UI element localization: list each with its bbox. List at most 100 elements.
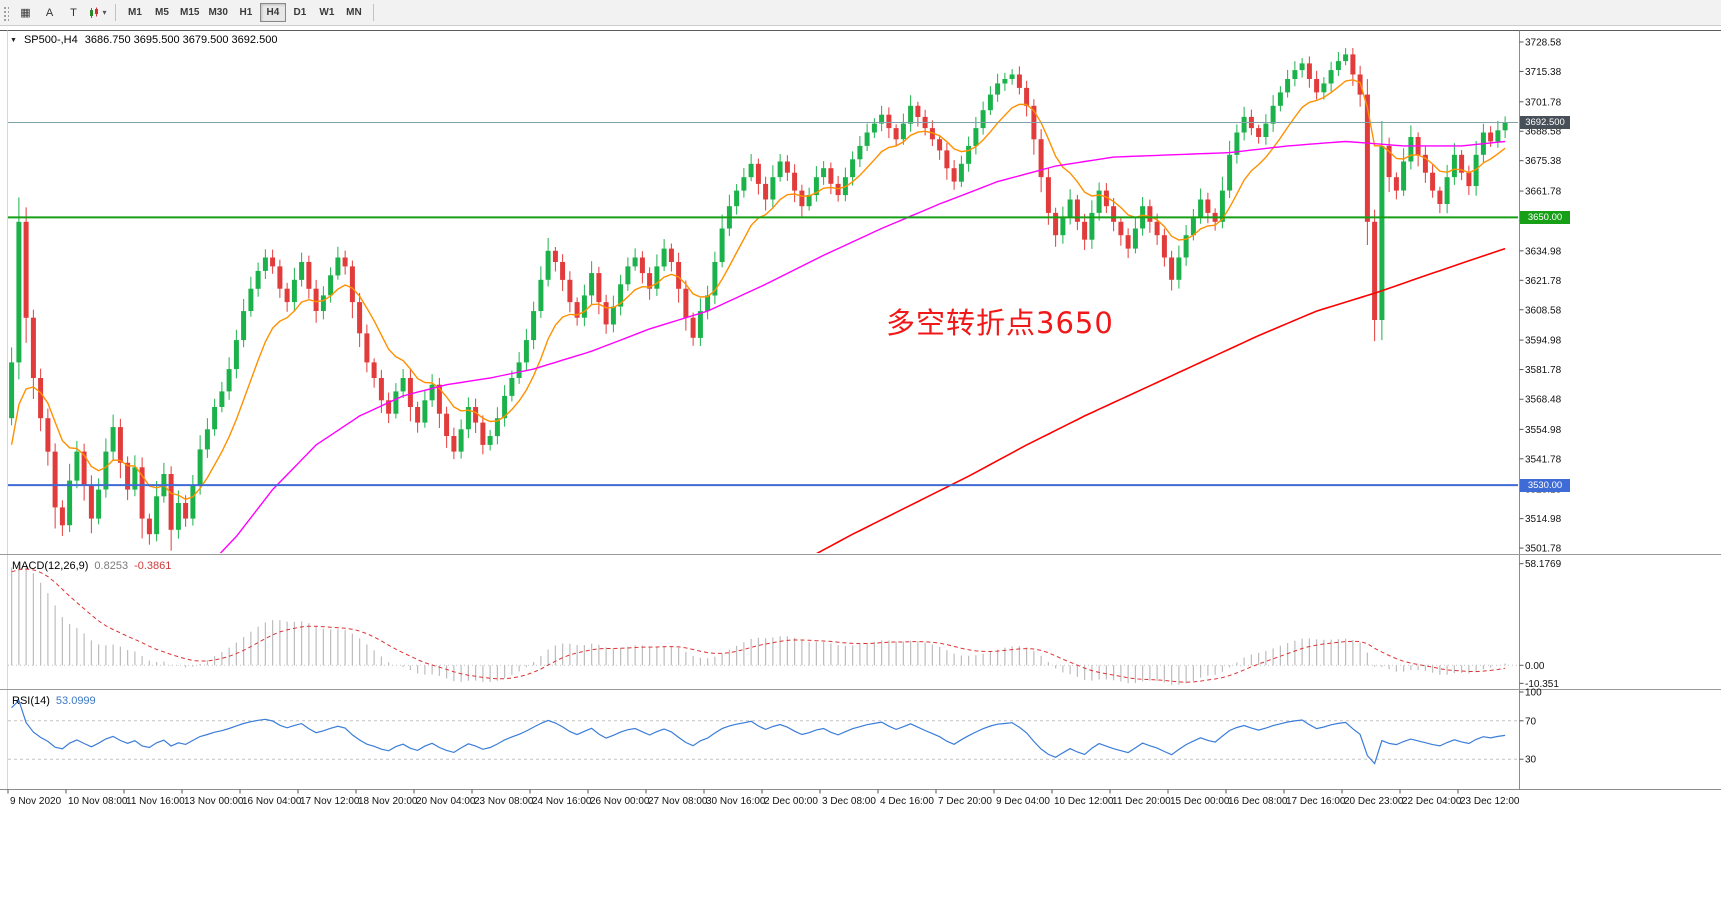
- candle-body: [146, 518, 152, 535]
- candle-body: [864, 132, 870, 146]
- candle-body: [67, 480, 73, 526]
- toolbar-separator-2: [372, 4, 374, 21]
- candle-body: [74, 451, 80, 481]
- candle-body: [110, 427, 116, 452]
- indicators-dropdown-button[interactable]: ▾: [86, 3, 109, 23]
- candle-body: [531, 311, 537, 341]
- main-plot-area[interactable]: [8, 31, 1518, 553]
- candle-body: [951, 168, 957, 182]
- candle-body: [59, 507, 65, 526]
- candle-body: [538, 279, 544, 311]
- chart-annotation-text[interactable]: 多空转折点3650: [886, 306, 1114, 340]
- candle-body: [30, 317, 36, 378]
- time-tick-label: 13 Nov 00:00: [184, 796, 244, 807]
- timeframe-button-mn[interactable]: MN: [341, 3, 367, 22]
- candle-body: [545, 250, 551, 280]
- candle-body: [1488, 132, 1494, 142]
- candle-body: [1437, 190, 1443, 204]
- candle-body: [349, 266, 355, 303]
- candle-body: [995, 83, 1001, 95]
- text-tool-button[interactable]: T: [62, 3, 85, 23]
- timeframe-button-h4[interactable]: H4: [259, 3, 286, 22]
- toolbar-drag-handle[interactable]: [3, 4, 9, 21]
- time-tick-label: 4 Dec 16:00: [880, 796, 934, 807]
- candle-body: [212, 407, 218, 430]
- candle-body: [1154, 221, 1160, 236]
- candle-body: [190, 485, 196, 519]
- candle-body: [966, 145, 972, 164]
- candle-body: [139, 467, 145, 519]
- timeframe-button-d1[interactable]: D1: [287, 3, 313, 22]
- candle-body: [175, 503, 181, 530]
- candle-body: [277, 266, 283, 289]
- time-tick-label: 18 Nov 20:00: [358, 796, 418, 807]
- timeframe-button-m1[interactable]: M1: [122, 3, 148, 22]
- candle-body: [589, 273, 595, 296]
- candle-body: [320, 295, 326, 311]
- timeframe-button-w1[interactable]: W1: [314, 3, 340, 22]
- timeframe-button-m5[interactable]: M5: [149, 3, 175, 22]
- time-tick-label: 15 Dec 00:00: [1170, 796, 1230, 807]
- candle-body: [1074, 199, 1080, 222]
- time-tick-label: 9 Nov 2020: [10, 796, 62, 807]
- candle-body: [233, 340, 239, 370]
- chart-symbol-period: SP500-,H4: [23, 34, 78, 46]
- candle-body: [1103, 190, 1109, 207]
- candle-body: [422, 400, 428, 423]
- candle-body: [386, 400, 392, 414]
- chart-canvas[interactable]: 3728.58 3715.38 3701.78 3688.58 3675.38 3661.…: [0, 26, 1721, 897]
- candle-body: [900, 123, 906, 140]
- timeframe-group: M1 M5 M15 M30 H1 H4 D1 W1 MN: [122, 3, 367, 22]
- time-tick-label: 2 Dec 00:00: [764, 796, 818, 807]
- candle-body: [117, 427, 123, 463]
- candle-body: [154, 496, 160, 535]
- time-tick-label: 27 Nov 08:00: [648, 796, 708, 807]
- time-tick-label: 10 Nov 08:00: [68, 796, 128, 807]
- candle-body: [1053, 212, 1059, 236]
- rsi-tick-label: 70: [1525, 716, 1537, 727]
- time-tick-label: 23 Dec 12:00: [1460, 796, 1520, 807]
- price-tick-label: 3501.78: [1525, 544, 1562, 555]
- timeframe-button-m15[interactable]: M15: [176, 3, 203, 22]
- collapse-triangle-icon[interactable]: ▼: [10, 36, 17, 44]
- chart-ohlc-values: 3686.750 3695.500 3679.500 3692.500: [84, 34, 278, 46]
- candle-body: [734, 190, 740, 207]
- candle-body: [1473, 154, 1479, 186]
- candle-body: [1256, 128, 1262, 137]
- candle-body: [879, 114, 885, 124]
- candle-body: [284, 288, 290, 303]
- candle-body: [1459, 154, 1465, 173]
- candle-body: [618, 284, 624, 307]
- price-tick-label: 3581.78: [1525, 365, 1562, 376]
- candle-body: [1343, 54, 1349, 62]
- candle-body: [1386, 145, 1392, 178]
- candle-body: [523, 340, 529, 363]
- candle-body: [574, 302, 580, 318]
- candle-body: [690, 317, 696, 338]
- cursor-tool-button[interactable]: A: [38, 3, 61, 23]
- time-tick-label: 26 Nov 00:00: [590, 796, 650, 807]
- candle-body: [1009, 74, 1015, 79]
- price-tick-label: 3661.78: [1525, 187, 1562, 198]
- price-axis-ticks: 3728.58 3715.38 3701.78 3688.58 3675.38 3661.…: [1519, 38, 1562, 555]
- price-axis-area[interactable]: [1519, 30, 1721, 790]
- candle-body: [813, 177, 819, 196]
- timeframe-button-h1[interactable]: H1: [233, 3, 259, 22]
- candle-body: [52, 451, 58, 508]
- candlestick-icon: [90, 7, 99, 18]
- rsi-tick-label: 100: [1525, 688, 1542, 699]
- time-axis-area[interactable]: [0, 789, 1721, 816]
- candle-body: [45, 418, 51, 452]
- chart-grid-button[interactable]: ▦: [14, 3, 37, 23]
- candle-body: [9, 362, 15, 419]
- time-tick-label: 17 Dec 16:00: [1286, 796, 1346, 807]
- candle-body: [168, 474, 174, 530]
- candle-body: [400, 378, 406, 392]
- candle-body: [893, 128, 899, 140]
- candle-body: [487, 436, 493, 445]
- timeframe-button-m30[interactable]: M30: [204, 3, 231, 22]
- candle-body: [1147, 206, 1153, 222]
- candle-body: [1379, 145, 1385, 320]
- candle-body: [364, 333, 370, 363]
- candle-body: [407, 378, 413, 407]
